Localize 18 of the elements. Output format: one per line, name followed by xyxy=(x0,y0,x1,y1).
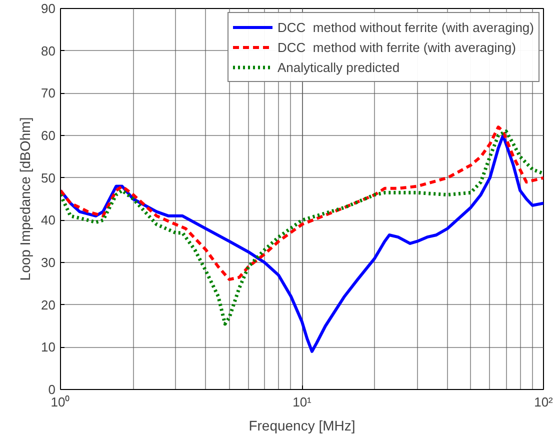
y-tick-label: 30 xyxy=(41,255,56,270)
y-tick-label: 20 xyxy=(41,297,56,312)
y-tick-label: 70 xyxy=(41,86,56,101)
y-tick-label: 10 xyxy=(41,340,56,355)
x-axis-title: Frequency [MHz] xyxy=(248,418,356,434)
y-tick-label: 50 xyxy=(41,170,56,186)
y-tick-label: 60 xyxy=(41,128,56,143)
y-tick-label: 0 xyxy=(48,382,56,397)
y-tick-label: 40 xyxy=(41,212,56,228)
legend-label: DCC method with ferrite (with averaging) xyxy=(278,38,516,56)
x-tick-label: 10⁰ xyxy=(50,394,70,410)
y-tick-label: 90 xyxy=(41,1,56,16)
x-tick-label: 10¹ xyxy=(292,394,312,410)
legend-label: Analytically predicted xyxy=(278,58,400,76)
y-axis-title: Loop Impedance [dBOhm] xyxy=(17,117,34,281)
y-tick-label: 80 xyxy=(41,43,56,58)
legend-label: DCC method without ferrite (with averaging) xyxy=(278,18,534,36)
x-tick-label: 10² xyxy=(534,394,554,410)
